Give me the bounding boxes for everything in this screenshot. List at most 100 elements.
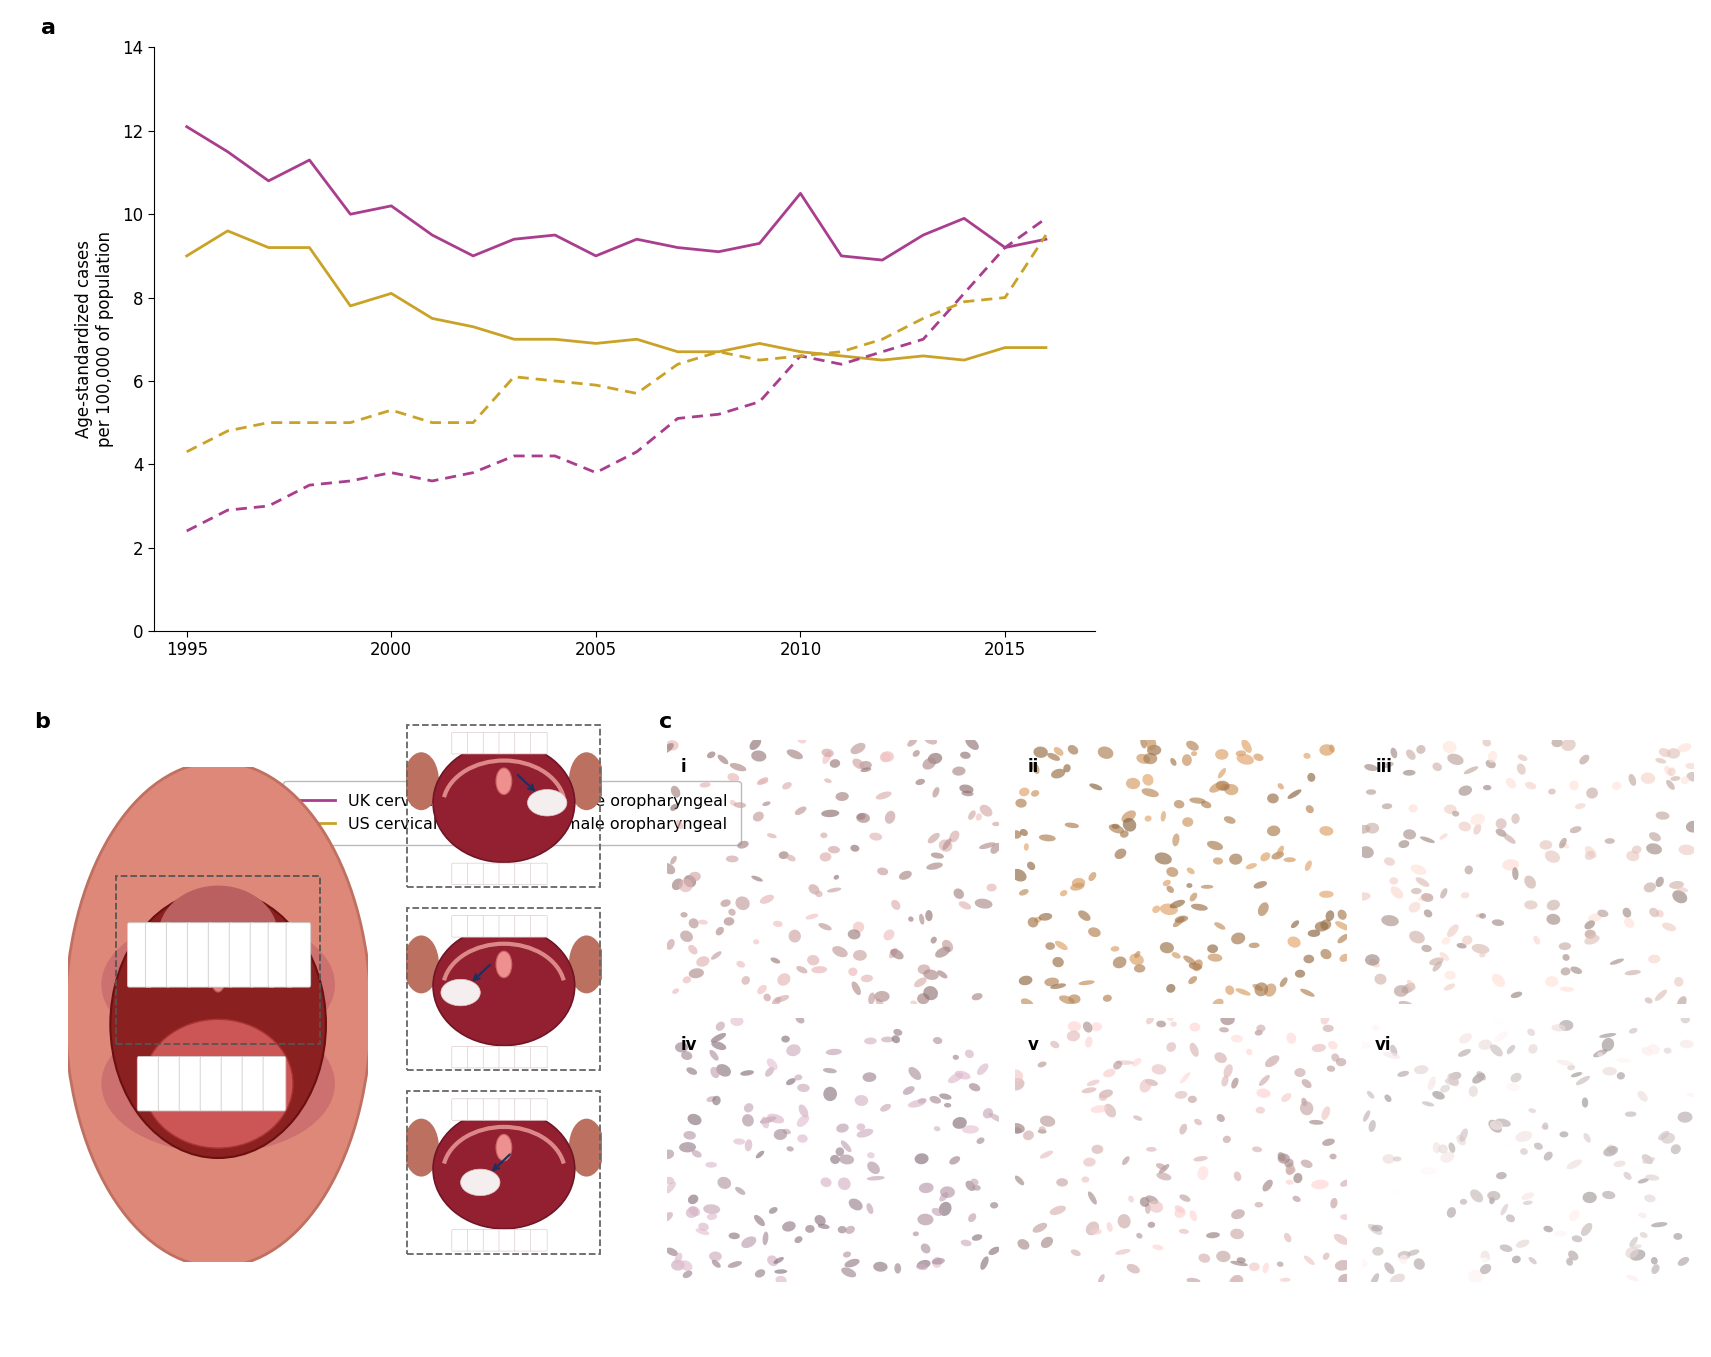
Ellipse shape [1220, 783, 1228, 790]
Ellipse shape [1542, 1122, 1548, 1129]
Ellipse shape [1208, 944, 1218, 953]
Ellipse shape [1545, 976, 1559, 987]
Ellipse shape [1398, 840, 1410, 848]
Ellipse shape [907, 738, 917, 746]
Ellipse shape [1338, 1274, 1350, 1284]
Ellipse shape [703, 1204, 720, 1215]
Ellipse shape [1263, 1179, 1273, 1191]
Ellipse shape [1294, 1068, 1305, 1077]
Ellipse shape [1601, 1067, 1617, 1076]
Ellipse shape [65, 761, 371, 1267]
Ellipse shape [1254, 1030, 1263, 1035]
Ellipse shape [672, 878, 683, 890]
Ellipse shape [1359, 1042, 1371, 1049]
Ellipse shape [842, 1267, 856, 1277]
Ellipse shape [101, 1015, 335, 1153]
Ellipse shape [688, 944, 698, 954]
Ellipse shape [1104, 1069, 1116, 1077]
Ellipse shape [1562, 954, 1569, 961]
Ellipse shape [1490, 1045, 1502, 1057]
Ellipse shape [1593, 1049, 1607, 1057]
Ellipse shape [814, 890, 823, 897]
Ellipse shape [712, 1259, 720, 1267]
Ellipse shape [1044, 977, 1059, 987]
Ellipse shape [982, 1109, 992, 1118]
Ellipse shape [1335, 921, 1350, 931]
Ellipse shape [1287, 1167, 1295, 1174]
Ellipse shape [1033, 1223, 1047, 1232]
Ellipse shape [968, 810, 975, 820]
Ellipse shape [1629, 1027, 1637, 1034]
Ellipse shape [698, 920, 708, 924]
Ellipse shape [1365, 822, 1379, 833]
Ellipse shape [917, 993, 929, 1004]
Ellipse shape [1458, 786, 1471, 795]
Ellipse shape [1507, 1045, 1516, 1054]
Ellipse shape [758, 779, 768, 784]
Ellipse shape [1480, 953, 1485, 958]
Ellipse shape [874, 991, 890, 1001]
FancyBboxPatch shape [483, 916, 500, 938]
Ellipse shape [943, 839, 951, 849]
Ellipse shape [1432, 961, 1442, 972]
Ellipse shape [1581, 1098, 1588, 1107]
Ellipse shape [1018, 1239, 1030, 1250]
Ellipse shape [1489, 750, 1497, 763]
Ellipse shape [989, 1113, 1003, 1122]
Ellipse shape [890, 947, 898, 958]
Ellipse shape [1410, 931, 1425, 943]
Ellipse shape [1068, 1022, 1081, 1031]
Ellipse shape [1468, 1086, 1478, 1096]
Ellipse shape [1523, 1201, 1533, 1205]
Ellipse shape [922, 757, 936, 769]
Ellipse shape [1009, 1077, 1025, 1091]
Ellipse shape [1133, 1058, 1141, 1067]
Ellipse shape [850, 845, 859, 852]
Ellipse shape [1547, 913, 1560, 925]
Ellipse shape [991, 843, 1001, 854]
Ellipse shape [775, 1276, 787, 1284]
Ellipse shape [1098, 1090, 1112, 1098]
Ellipse shape [876, 791, 891, 799]
Ellipse shape [861, 974, 873, 982]
Ellipse shape [1321, 949, 1331, 959]
Ellipse shape [1184, 955, 1196, 965]
Ellipse shape [891, 1035, 900, 1044]
Ellipse shape [979, 843, 996, 849]
Ellipse shape [662, 863, 676, 874]
Ellipse shape [845, 1225, 856, 1234]
Ellipse shape [1365, 790, 1376, 795]
Ellipse shape [1398, 1071, 1410, 1077]
Ellipse shape [751, 875, 763, 882]
Ellipse shape [1312, 1044, 1326, 1052]
Ellipse shape [1468, 1270, 1483, 1284]
Ellipse shape [741, 1071, 755, 1076]
Ellipse shape [932, 787, 939, 798]
Ellipse shape [840, 1140, 852, 1152]
Ellipse shape [1391, 886, 1403, 898]
Ellipse shape [826, 887, 842, 893]
Ellipse shape [1027, 862, 1035, 870]
Ellipse shape [736, 961, 744, 968]
Ellipse shape [1331, 1053, 1340, 1061]
Ellipse shape [1559, 942, 1571, 950]
Ellipse shape [948, 1072, 963, 1083]
Ellipse shape [1223, 784, 1239, 795]
Ellipse shape [980, 805, 992, 817]
FancyBboxPatch shape [515, 1046, 532, 1068]
Ellipse shape [1300, 1160, 1312, 1168]
Ellipse shape [681, 1052, 693, 1060]
Ellipse shape [939, 1191, 948, 1201]
Ellipse shape [991, 1202, 998, 1209]
Ellipse shape [1059, 996, 1075, 1004]
Ellipse shape [962, 791, 974, 797]
Ellipse shape [688, 1114, 702, 1125]
Ellipse shape [671, 805, 678, 811]
Ellipse shape [1641, 772, 1655, 784]
Ellipse shape [768, 1206, 777, 1215]
Ellipse shape [1223, 1136, 1230, 1143]
Ellipse shape [1179, 1194, 1191, 1202]
Ellipse shape [1117, 1215, 1131, 1228]
Ellipse shape [1300, 1101, 1314, 1115]
Ellipse shape [1213, 999, 1223, 1007]
